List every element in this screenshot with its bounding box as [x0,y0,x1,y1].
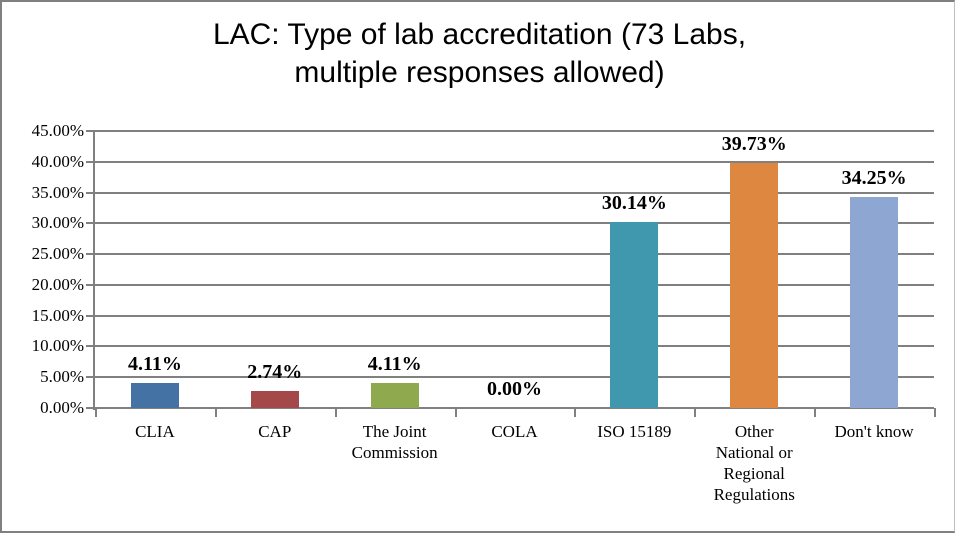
value-axis-line [93,131,95,410]
y-axis-tick [86,376,95,379]
y-axis-tick-label: 45.00% [31,121,84,140]
y-axis-tick [86,191,95,194]
y-axis-tick-label: 10.00% [31,336,84,356]
category-axis: CLIA CAP The Joint Commission COLA ISO 15189… [95,408,936,531]
y-axis-tick [86,314,95,317]
gridline [95,283,934,286]
y-axis-tick-label: 30.00% [31,213,84,233]
bar[interactable] [130,382,179,408]
y-axis-tick [86,160,95,163]
bar[interactable] [370,382,419,408]
category-axis-label: Other National or Regional Regulations [713,422,795,504]
y-axis-tick-label: 25.00% [31,244,84,264]
category-axis-tick [694,408,697,417]
category-axis-label: COLA [491,422,538,441]
y-axis-tick [86,130,95,132]
gridline [95,345,934,348]
data-label: 39.73% [721,133,787,156]
y-axis-tick-label: 15.00% [31,305,84,325]
gridline [95,253,934,256]
y-axis-tick [86,283,95,286]
category-axis-label: ISO 15189 [597,422,672,441]
y-axis-tick [86,407,95,409]
gridline [95,376,934,379]
y-axis-tick [86,222,95,225]
data-label: 4.11% [127,352,182,375]
category-axis-label: CLIA [135,422,175,441]
category-axis-label: CAP [258,422,292,441]
data-label: 34.25% [841,167,907,190]
gridline [95,407,934,409]
bar[interactable] [730,163,779,408]
gridline [95,130,934,132]
y-axis-tick-label: 0.00% [40,398,84,417]
category-axis-tick [814,408,817,417]
category-axis-tick [934,408,936,417]
plot-area: 4.11% 2.74% 4.11% 0.00% 30.14% 39.73% 34.25% [95,130,934,409]
data-label: 4.11% [367,352,422,375]
bar[interactable] [610,222,659,408]
gridline [95,222,934,225]
data-label: 2.74% [247,361,303,384]
category-axis-label: Don't know [834,422,914,441]
y-axis-tick-label: 5.00% [40,367,84,387]
y-axis-tick-labels: 0.00% 5.00% 10.00% 15.00% 20.00% 25.00% 30.00%… [2,2,84,531]
category-axis-tick [214,408,217,417]
bar[interactable] [850,197,899,408]
bar[interactable] [250,391,299,408]
y-axis-tick [86,253,95,256]
y-axis-tick [86,345,95,348]
data-label: 0.00% [487,378,542,400]
gridline [95,191,934,194]
chart-title: LAC: Type of lab accreditation (73 Labs,… [212,18,747,89]
category-axis-tick [334,408,337,417]
data-label: 30.14% [601,192,667,215]
category-axis-label: The Joint Commission [351,422,438,462]
y-axis-tick-label: 20.00% [31,274,84,294]
category-axis-tick [454,408,457,417]
y-axis-tick-label: 35.00% [31,182,84,202]
y-axis-tick-label: 40.00% [31,151,84,171]
gridline [95,160,934,163]
category-axis-tick [95,408,97,417]
gridline [95,314,934,317]
category-axis-tick [574,408,577,417]
